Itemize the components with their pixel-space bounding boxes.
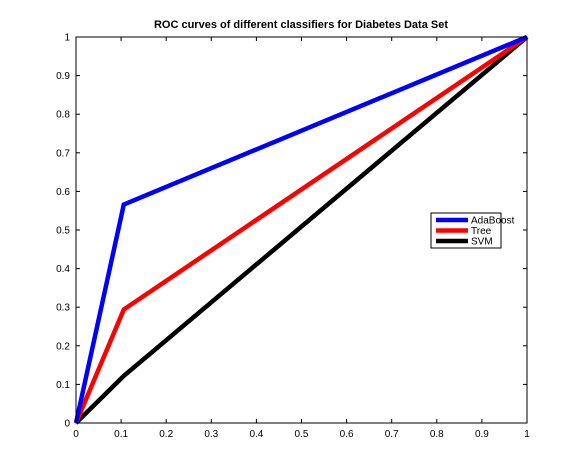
x-tick-label: 0.2 [159,429,173,440]
x-tick-label: 0.6 [340,429,354,440]
y-tick-label: 0.2 [56,341,70,352]
x-tick-label: 0.9 [475,429,489,440]
legend-label-svm: SVM [471,237,493,248]
y-tick-label: 0 [64,419,70,430]
x-tick-label: 0.7 [385,429,399,440]
y-tick-label: 0.7 [56,148,70,159]
y-tick-label: 0.5 [56,226,70,237]
series-line-tree [73,35,529,424]
y-tick-label: 0.1 [56,380,70,391]
legend-label-adaboost: AdaBoost [471,216,515,227]
y-tick-label: 0.8 [56,110,70,121]
series-line-svm [74,35,529,425]
y-tick-label: 1 [64,33,70,44]
y-tick-label: 0.3 [56,303,70,314]
tick-layer: 0 0.1 0.2 0.3 0.4 0.5 0.6 0.7 0.8 0.9 1 0 0.1 0.2 0.3 0… [56,33,530,441]
x-tick-label: 0 [73,429,79,440]
chart-title: ROC curves of different classifiers for … [154,19,448,31]
series-layer [73,34,529,425]
series-line-adaboost [73,34,528,424]
x-tick-label: 0.8 [430,429,444,440]
x-tick-label: 0.5 [295,429,309,440]
y-tick-label: 0.9 [56,71,70,82]
x-tick-label: 0.1 [114,429,128,440]
x-tick-label: 1 [524,429,530,440]
legend-label-tree: Tree [471,226,492,237]
y-tick-label: 0.6 [56,187,70,198]
x-tick-label: 0.4 [249,429,263,440]
x-tick-label: 0.3 [204,429,218,440]
y-tick-label: 0.4 [56,264,70,275]
